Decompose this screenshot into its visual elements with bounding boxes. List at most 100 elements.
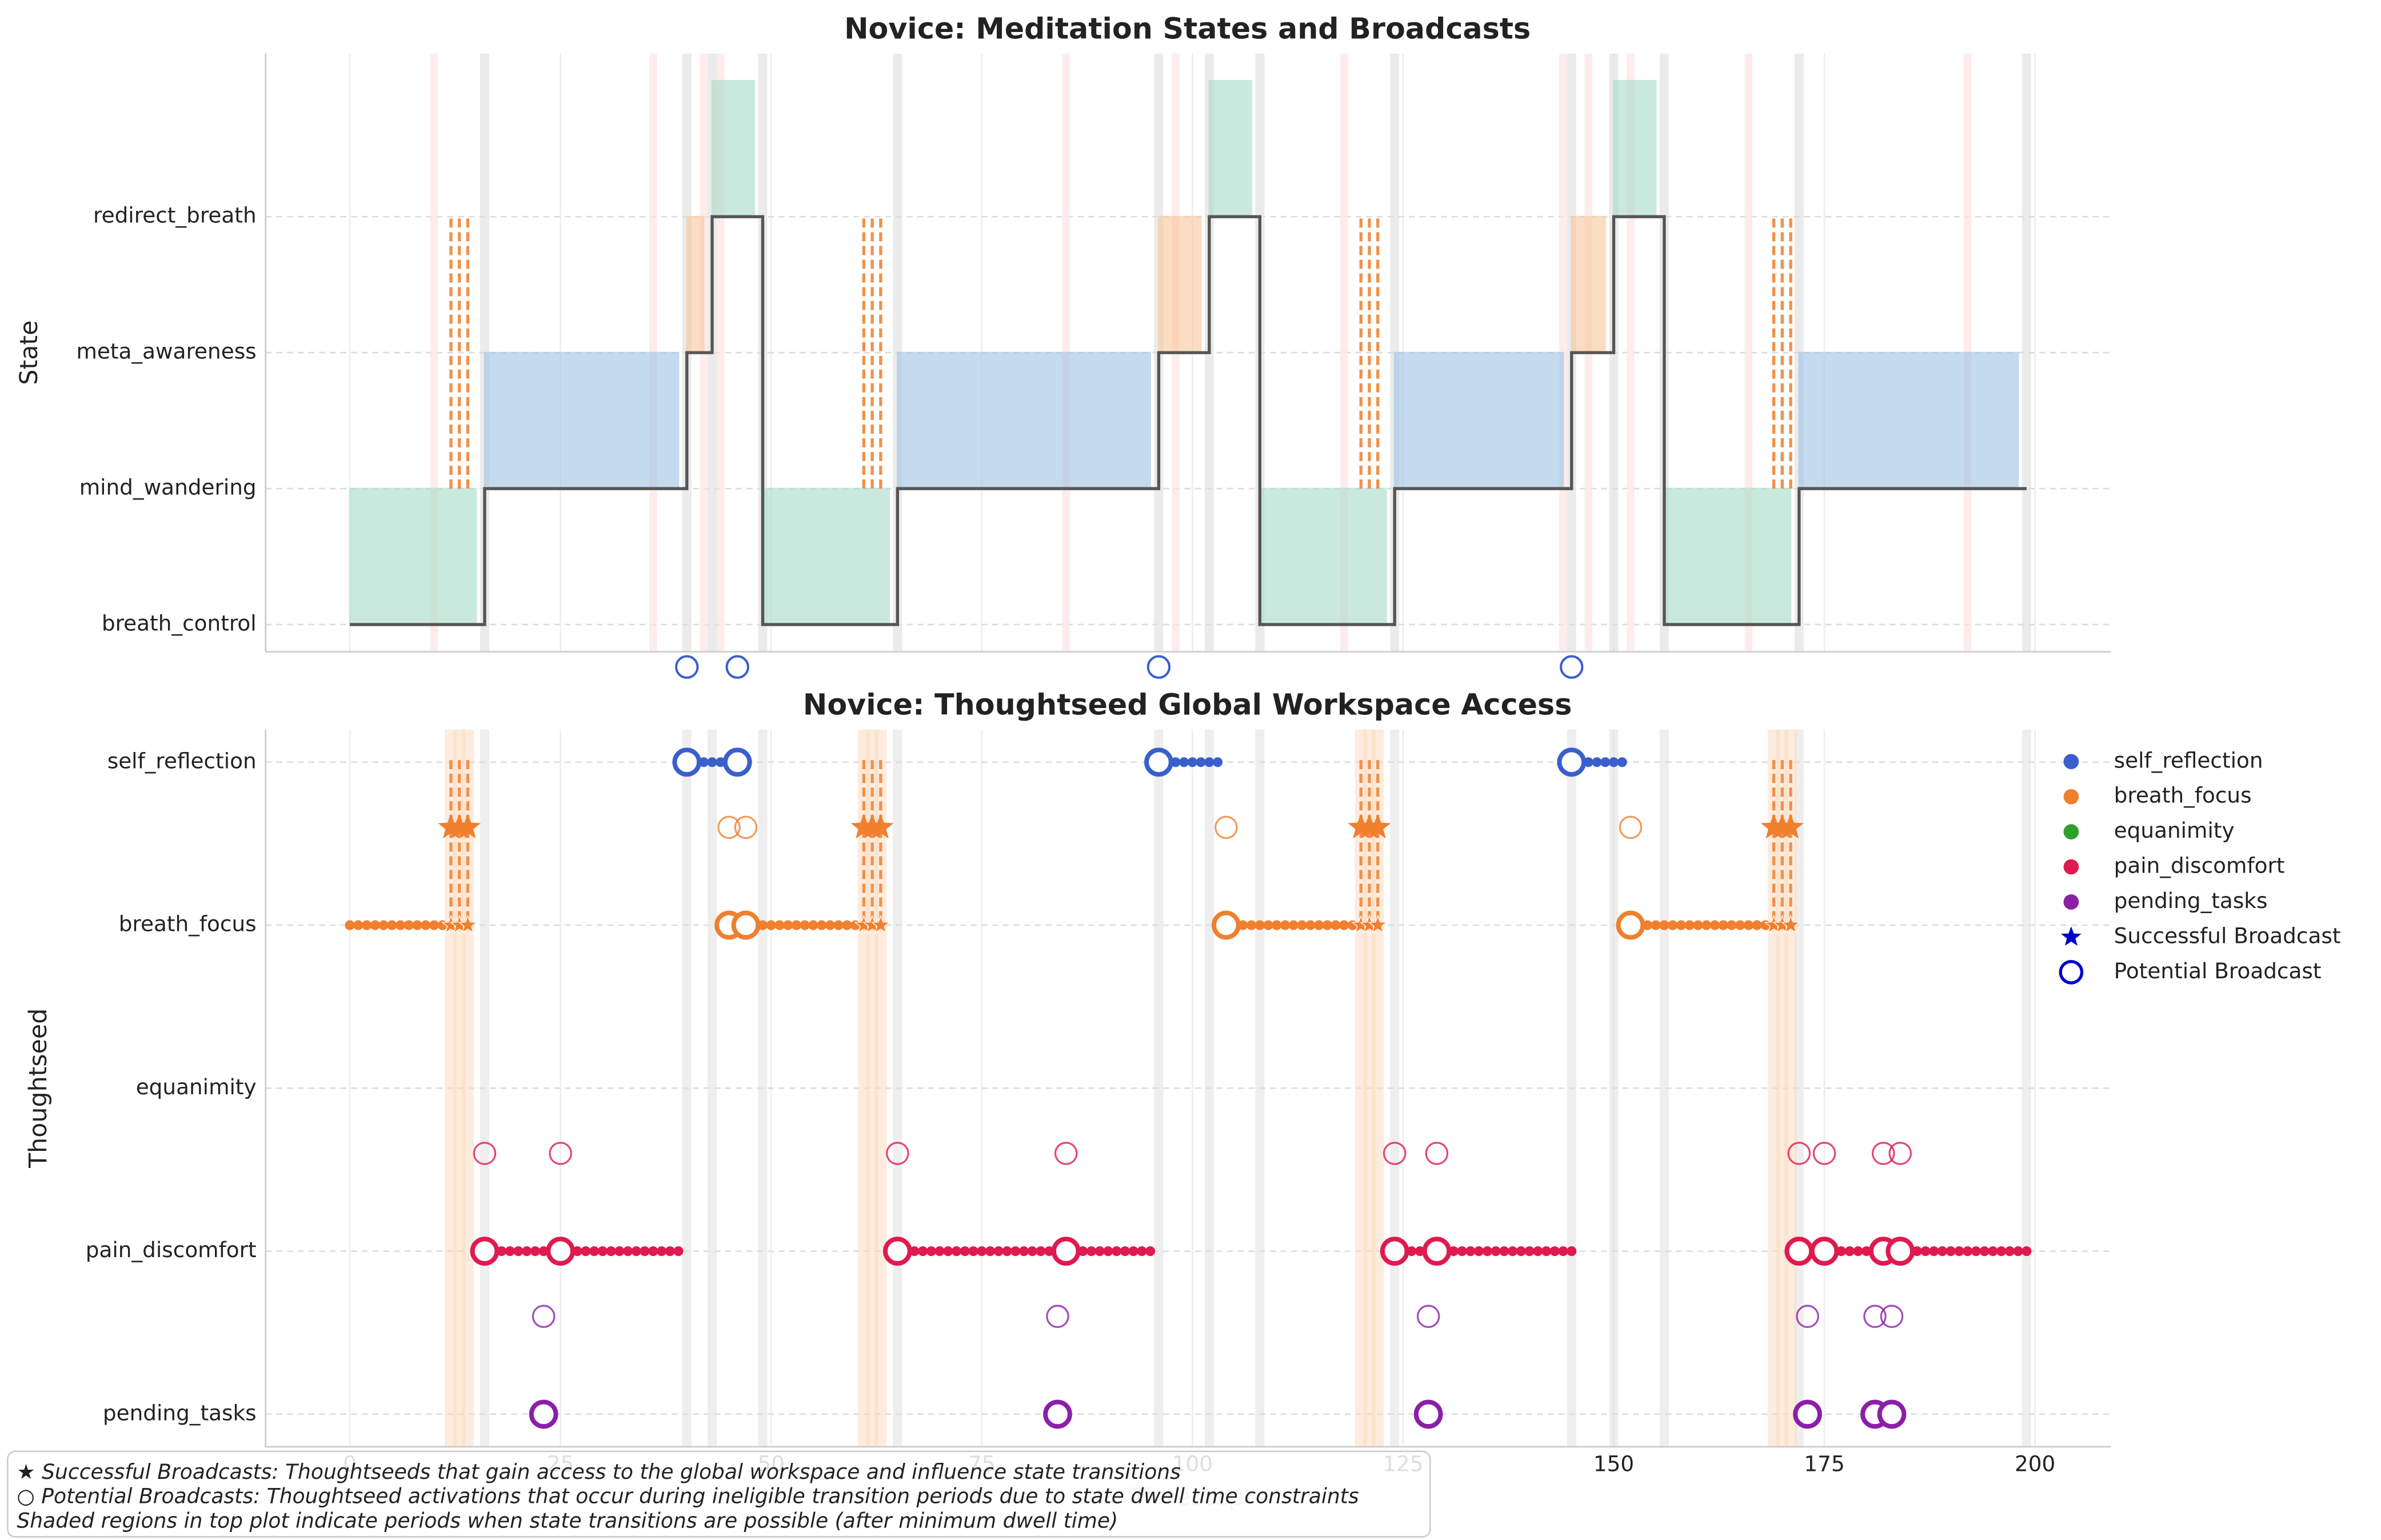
activation-dot [1499,1246,1509,1257]
activation-dot [1247,920,1257,930]
activation-dot [993,1246,1004,1257]
successful-broadcast [1368,915,1388,934]
activation-dot [952,1246,962,1257]
activation-dot [538,1246,549,1257]
activation-dot [918,1246,928,1257]
legend-marker [2063,859,2079,875]
successful-broadcast [1364,813,1391,839]
state-fill [349,487,477,626]
potential-broadcast [672,747,702,777]
y-axis-label: Thoughtseed [24,1009,53,1169]
potential-activation [886,1142,909,1165]
activation-dot [513,1246,524,1257]
successful-broadcast [870,915,890,934]
legend-marker [2059,959,2084,985]
potential-activation [734,815,758,839]
state-fill [686,215,705,354]
activation-dot [1608,757,1619,767]
activation-dot [1027,1246,1037,1257]
plot-area [265,53,2111,652]
activation-dot [1558,1246,1568,1257]
activation-dot [791,920,802,930]
activation-dot [1996,1246,2007,1257]
activation-dot [833,920,844,930]
activation-dot [909,1246,920,1257]
activation-dot [1963,1246,1973,1257]
activation-dot [1912,1246,1922,1257]
activation-dot [1651,920,1661,930]
activation-dot [2004,1246,2015,1257]
state-fill [1663,487,1792,626]
activation-dot [640,1246,650,1257]
transition-window [1255,729,1265,1447]
activation-dot [1094,1246,1105,1257]
potential-broadcast [1422,1237,1452,1266]
activation-dot [1617,757,1627,767]
potential-activation [532,1305,556,1328]
potential-activation [1871,1142,1895,1165]
potential-broadcast [1146,655,1171,679]
legend-marker [2063,894,2079,910]
activation-dot [1322,920,1332,930]
potential-broadcast [529,1399,558,1429]
activation-dot [1516,1246,1526,1257]
transition-window [2022,729,2031,1447]
broadcast-window [874,729,887,1447]
activation-dot [1036,1246,1046,1257]
potential-activation [1383,1142,1407,1165]
state-fill [1259,487,1387,626]
activation-dot [597,1246,608,1257]
activation-dot [968,1246,978,1257]
activation-dot [530,1246,540,1257]
activation-dot [1735,920,1745,930]
activation-dot [378,920,389,930]
potential-activation [1863,1305,1887,1328]
activation-dot [1861,1246,1872,1257]
broadcast-window [1784,729,1797,1447]
potential-activation [1046,1305,1069,1328]
activation-dot [1145,1246,1156,1257]
activation-dot [1204,757,1215,767]
activation-dot [606,1246,616,1257]
transition-window [2022,53,2031,652]
activation-dot [362,920,372,930]
activation-dot [1752,920,1762,930]
transition-window [1204,729,1214,1447]
activation-dot [370,920,380,930]
activation-dot [1238,920,1248,930]
x-tick-label: 200 [2015,1451,2055,1476]
transition-window [1567,729,1576,1447]
potential-broadcast [1885,1237,1915,1266]
y-axis-label: State [15,321,43,385]
activation-dot [2013,1246,2023,1257]
activation-dot [1583,757,1593,767]
activation-dot [1668,920,1678,930]
potential-activation [549,1142,572,1165]
legend-marker [2063,754,2079,770]
activation-dot [648,1246,658,1257]
activation-dot [631,1246,641,1257]
activation-dot [960,1246,970,1257]
chart-title: Novice: Thoughtseed Global Workspace Acc… [803,688,1572,722]
activation-dot [1971,1246,1981,1257]
potential-activation [717,815,741,839]
activation-dot [395,920,406,930]
note: ★ Successful Broadcasts: Thoughtseeds th… [17,1460,1181,1484]
activation-dot [825,920,835,930]
potential-broadcast [1144,747,1173,777]
activation-dot [387,920,397,930]
activation-dot [1187,757,1197,767]
y-tick-label: breath_focus [119,911,257,937]
y-tick-label: mind_wandering [79,475,257,500]
activation-dot [1170,757,1181,767]
state-fill [762,487,890,626]
transition-window [682,729,692,1447]
activation-dot [1920,1246,1931,1257]
activation-dot [977,1246,987,1257]
successful-broadcast [1777,813,1804,839]
transition-window [893,729,902,1447]
state-fill [897,351,1151,490]
activation-dot [934,1246,945,1257]
activation-dot [1844,1246,1855,1257]
